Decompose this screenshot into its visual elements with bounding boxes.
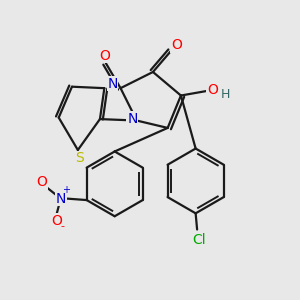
Text: N: N (56, 192, 66, 206)
Text: O: O (51, 214, 62, 228)
Text: O: O (207, 83, 218, 97)
Text: N: N (127, 112, 137, 126)
Text: O: O (171, 38, 182, 52)
Text: S: S (75, 151, 84, 165)
Text: O: O (99, 49, 110, 63)
Text: Cl: Cl (192, 233, 206, 247)
Text: H: H (220, 88, 230, 101)
Text: N: N (107, 77, 118, 91)
Text: -: - (60, 221, 64, 231)
Text: +: + (62, 185, 70, 195)
Text: O: O (36, 176, 47, 189)
